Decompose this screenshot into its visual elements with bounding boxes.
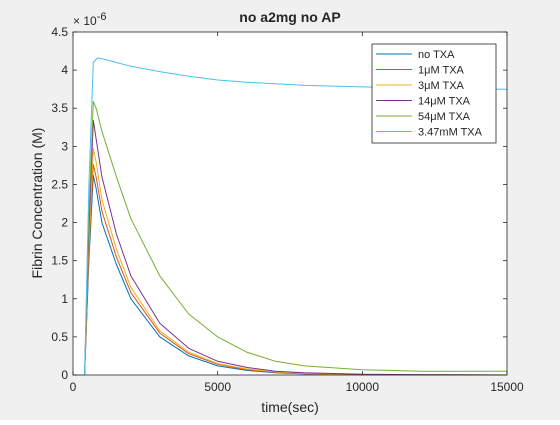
series-line-5 xyxy=(73,57,508,376)
chart-title: no a2mg no AP xyxy=(239,9,340,25)
y-tick-label: 0 xyxy=(61,368,68,382)
legend-label: no TXA xyxy=(418,49,455,61)
y-tick-label: 1.5 xyxy=(51,254,68,268)
series-line-3 xyxy=(73,119,508,376)
series-line-4 xyxy=(73,100,507,376)
series-lines xyxy=(73,57,508,376)
y-tick-label: 4.5 xyxy=(51,25,68,39)
y-tick-label: 3.5 xyxy=(51,101,68,115)
x-ticks: 0 5000 10000 15000 xyxy=(70,32,524,394)
x-tick-label: 10000 xyxy=(346,380,380,394)
legend: no TXA 1μM TXA 3μM TXA 14μM TXA 54μM TXA 3.47… xyxy=(371,43,497,144)
x-tick-label: 0 xyxy=(70,380,77,394)
y-exponent-label: × 10-6 xyxy=(73,11,106,28)
legend-box xyxy=(371,43,497,144)
x-axis-label: time(sec) xyxy=(261,399,319,415)
y-tick-label: 4 xyxy=(61,63,68,77)
y-tick-label: 2 xyxy=(61,216,68,230)
y-axis-label: Fibrin Concentration (M) xyxy=(29,128,45,279)
x-tick-label: 15000 xyxy=(490,380,524,394)
legend-label: 3.47mM TXA xyxy=(418,127,483,139)
legend-label: 14μM TXA xyxy=(418,96,471,108)
y-tick-label: 0.5 xyxy=(51,330,68,344)
y-tick-label: 1 xyxy=(61,292,68,306)
series-line-2 xyxy=(73,148,508,376)
legend-label: 54μM TXA xyxy=(418,111,471,123)
legend-label: 1μM TXA xyxy=(418,65,465,77)
x-tick-label: 5000 xyxy=(204,380,231,394)
y-tick-label: 2.5 xyxy=(51,177,68,191)
y-ticks: 0 0.5 1 1.5 2 2.5 3 3.5 4 4.5 xyxy=(51,25,507,382)
axes-box xyxy=(72,31,508,376)
y-tick-label: 3 xyxy=(61,139,68,153)
legend-label: 3μM TXA xyxy=(418,80,465,92)
